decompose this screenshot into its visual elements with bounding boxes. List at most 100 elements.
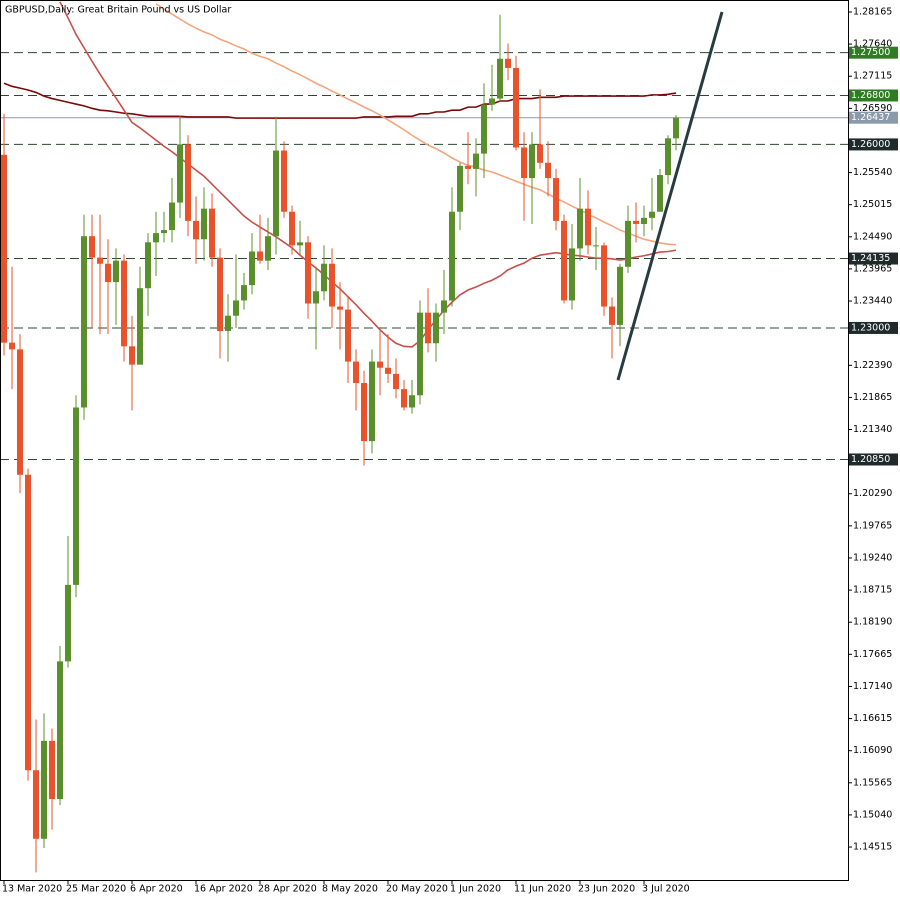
candle-body [377,361,383,368]
candle-body [521,147,527,179]
candle-body [105,263,111,283]
candle-body [353,361,359,384]
candle-body [601,245,607,307]
level-label-box [849,46,898,59]
candle-body [425,312,431,344]
y-tick-label: 1.17140 [853,681,892,692]
candle-body [145,242,151,289]
candle-body [385,367,391,374]
y-tick-label: 1.28165 [853,6,892,17]
candle-body [169,202,175,231]
current-price-label: 1.26437 [851,112,890,123]
candle-body [593,245,599,247]
candle-body [137,288,143,365]
y-tick-label: 1.18190 [853,617,892,628]
candle-body [33,770,39,839]
x-tick-label: 3 Jul 2020 [642,884,690,895]
candle-body [177,144,183,203]
candle-body [345,309,351,362]
candle-body [273,150,279,237]
level-label: 1.26000 [851,139,890,150]
candle-body [545,162,551,179]
chart-title: GBPUSD,Daily: Great Britain Pound vs US … [5,5,231,16]
level-label-box [849,138,898,151]
candle-body [289,211,295,246]
candle-body [161,230,167,234]
candle-body [25,474,31,771]
candle-body [297,242,303,246]
candle-body [129,346,135,365]
candle-body [433,312,439,344]
candle-body [673,117,679,139]
candle-body [9,342,15,350]
candle-body [81,236,87,408]
candle-body [489,98,495,105]
candle-body [41,740,47,839]
plot-border [0,0,849,881]
candle-body [89,236,95,258]
candle-body [625,220,631,267]
candle-body [633,220,639,224]
candle-body [561,220,567,301]
current-price-box [849,111,898,124]
candle-body [537,144,543,163]
candle-body [585,208,591,246]
candle-body [73,407,79,585]
level-label: 1.26800 [851,90,890,101]
candle-body [577,208,583,249]
x-tick-label: 1 Jun 2020 [450,884,501,895]
candle-body [321,263,327,292]
x-tick-label: 25 Mar 2020 [66,884,126,895]
candle-body [505,58,511,68]
candle-body [657,175,663,212]
x-tick-label: 28 Apr 2020 [258,884,317,895]
y-tick-label: 1.15040 [853,809,892,820]
candle-body [465,165,471,169]
level-label-box [849,453,898,466]
y-tick-label: 1.23440 [853,296,892,307]
plot-area [0,1,848,873]
x-tick-label: 23 Jun 2020 [578,884,635,895]
candle-body [57,661,63,800]
candle-body [473,153,479,169]
y-tick-label: 1.22390 [853,360,892,371]
candle-body [617,266,623,325]
candle-body [449,211,455,301]
y-tick-label: 1.20290 [853,488,892,499]
y-tick-label: 1.17665 [853,649,892,660]
candle-body [569,248,575,301]
candle-body [313,291,319,304]
x-tick-label: 13 Mar 2020 [2,884,62,895]
candle-body [217,257,223,332]
candle-body [65,584,71,662]
candle-body [665,138,671,176]
candle-body [49,740,55,800]
candle-body [281,150,287,212]
candle-body [241,285,247,301]
candle-body [337,306,343,310]
y-tick-label: 1.21865 [853,392,892,403]
y-tick-label: 1.26590 [853,103,892,114]
y-tick-label: 1.25015 [853,199,892,210]
y-tick-label: 1.19765 [853,520,892,531]
candle-body [553,178,559,221]
y-tick-label: 1.21340 [853,424,892,435]
moving-average [3,82,677,119]
candle-body [153,233,159,243]
candle-body [305,242,311,304]
y-tick-label: 1.25540 [853,167,892,178]
candle-body [97,257,103,264]
candle-body [529,144,535,179]
x-tick-label: 6 Apr 2020 [130,884,183,895]
level-label-box [849,252,898,265]
level-label: 1.27500 [851,47,890,58]
candle-body [113,260,119,283]
axes: 1.28165 1.27640 1.27115 1.26590 1.25540 1.250… [2,6,898,895]
candle-body [193,220,199,240]
candle-body [641,217,647,224]
candle-body [609,306,615,325]
y-tick-label: 1.18715 [853,585,892,596]
level-label-box [849,321,898,334]
